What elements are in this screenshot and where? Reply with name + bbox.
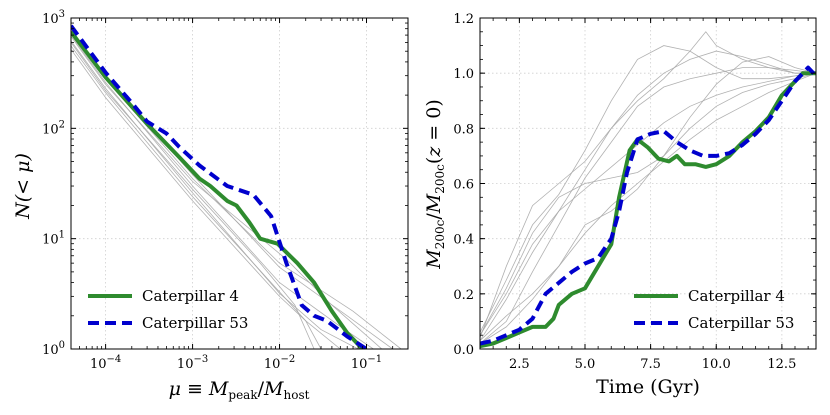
- right-series-line-sample-4: [480, 50, 816, 339]
- left-y-tick-label: 102: [42, 119, 65, 137]
- left-series-line-sample-5: [71, 45, 341, 349]
- left-legend-label: Caterpillar 4: [142, 287, 239, 305]
- right-x-tick-label: 12.5: [767, 357, 796, 372]
- right-series-line-sample-9: [480, 31, 816, 341]
- left-series-line-sample-6: [71, 36, 383, 349]
- right-series-group: [480, 31, 816, 349]
- right-series-line-sample-3: [480, 67, 816, 344]
- left-series-line-caterpillar-53: [71, 24, 368, 349]
- right-series-line-caterpillar-53: [480, 65, 816, 346]
- right-y-axis-label: M200c/M200c(z = 0): [423, 99, 447, 270]
- left-legend: Caterpillar 4 Caterpillar 53: [88, 287, 248, 332]
- right-chart: 2.5 5.0 7.5 10.0 12.5 0.0 0.2 0.4 0.6 0.8 1.0 1.2 M…: [423, 12, 817, 398]
- left-x-axis-label: μ ≡ Mpeak/Mhost: [169, 378, 310, 402]
- right-y-tick-label: 0.6: [453, 178, 474, 193]
- right-series-line-sample-7: [480, 56, 816, 344]
- left-legend-label: Caterpillar 53: [142, 314, 248, 332]
- right-series-line-sample-8: [480, 72, 816, 336]
- right-y-tick-label: 0.4: [453, 233, 474, 248]
- left-plot-frame: [70, 17, 409, 350]
- left-chart: 10−4 10−3 10−2 10−1 100 101 102 103 N(< μ) μ ≡ …: [12, 9, 409, 402]
- right-y-tick-label: 0.2: [453, 288, 474, 303]
- right-x-tick-label: 10.0: [702, 357, 731, 372]
- right-y-tick-label: 0.0: [453, 343, 474, 358]
- left-y-tick-label: 103: [42, 9, 65, 27]
- left-series-line-caterpillar-4: [71, 30, 364, 349]
- left-grid: [71, 17, 408, 350]
- left-x-tick-label: 10−3: [177, 354, 208, 372]
- left-y-tick-label: 101: [42, 230, 65, 248]
- left-series-group: [71, 24, 402, 349]
- right-legend: Caterpillar 4 Caterpillar 53: [634, 287, 794, 332]
- left-ticks: 10−4 10−3 10−2 10−1 100 101 102 103: [42, 9, 408, 372]
- left-y-tick-label: 100: [42, 340, 65, 358]
- left-series-line-sample-3: [71, 40, 359, 349]
- right-x-axis-label: Time (Gyr): [596, 376, 700, 398]
- right-legend-label: Caterpillar 53: [688, 314, 794, 332]
- right-ticks: 2.5 5.0 7.5 10.0 12.5 0.0 0.2 0.4 0.6 0.8 1.0 1.2: [453, 12, 816, 372]
- left-x-tick-label: 10−1: [351, 354, 382, 372]
- right-x-tick-label: 2.5: [509, 357, 530, 372]
- right-y-tick-label: 1.2: [453, 12, 474, 27]
- left-series-line-sample-9: [71, 42, 315, 349]
- right-y-tick-label: 1.0: [453, 67, 474, 82]
- right-x-tick-label: 5.0: [575, 357, 596, 372]
- right-y-tick-label: 0.8: [453, 122, 474, 137]
- left-x-tick-label: 10−2: [264, 354, 295, 372]
- left-series-line-sample-7: [71, 49, 322, 349]
- left-x-tick-label: 10−4: [90, 354, 121, 372]
- right-x-tick-label: 7.5: [640, 357, 661, 372]
- right-series-line-sample-6: [480, 45, 816, 333]
- left-y-axis-label: N(< μ): [12, 153, 34, 220]
- right-legend-label: Caterpillar 4: [688, 287, 785, 305]
